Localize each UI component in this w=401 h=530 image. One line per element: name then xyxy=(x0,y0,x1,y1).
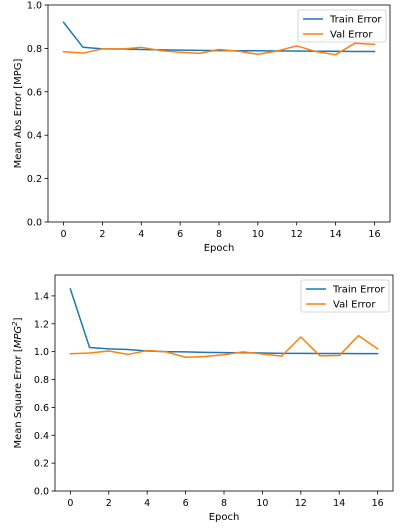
x-tick-label: 0 xyxy=(61,229,67,240)
x-axis-label: Epoch xyxy=(204,243,235,254)
y-tick-label: 0.6 xyxy=(27,87,42,98)
x-tick-label: 0 xyxy=(67,498,73,509)
chart-2: 0 2 4 6 8 10 12 14 16 0.0 0.2 0.4 0.6 0.8 1.0 1.2 1.4 Epo… xyxy=(11,274,394,523)
chart-1: 0 2 4 6 8 10 12 14 16 0.0 0.2 0.4 0.6 0.8 1.0 Epoch Mean… xyxy=(13,1,391,254)
series-line-train-error xyxy=(69,287,379,355)
series-line-val-error xyxy=(62,42,376,56)
x-tick-label: 2 xyxy=(106,498,112,509)
y-tick-label: 0.8 xyxy=(27,44,42,55)
y-tick-label: 0.6 xyxy=(34,403,49,414)
legend: Train Error Val Error xyxy=(297,9,387,43)
x-tick-label: 10 xyxy=(252,229,264,240)
x-axis-label: Epoch xyxy=(209,512,240,523)
y-tick-label: 0.2 xyxy=(34,459,49,470)
y-axis-label: Mean Square Error [MPG2] xyxy=(11,317,24,448)
x-tick-label: 6 xyxy=(177,229,183,240)
x-tick-label: 2 xyxy=(99,229,105,240)
x-tick-label: 4 xyxy=(144,498,150,509)
x-tick-label: 12 xyxy=(295,498,307,509)
x-tick-label: 10 xyxy=(256,498,268,509)
y-tick-label: 0.8 xyxy=(34,375,49,386)
y-tick-label: 0.0 xyxy=(27,218,42,229)
legend-label: Train Error xyxy=(332,285,385,296)
x-tick-label: 14 xyxy=(330,229,342,240)
x-tick-label: 16 xyxy=(372,498,384,509)
legend-label: Val Error xyxy=(330,30,373,41)
y-tick-label: 1.0 xyxy=(27,1,42,12)
y-axis-label: Mean Abs Error [MPG] xyxy=(13,59,24,169)
y-tick-label: 0.4 xyxy=(34,431,49,442)
legend-label: Val Error xyxy=(333,300,376,311)
y-tick-label: 0.0 xyxy=(34,487,49,498)
y-tick-label: 1.0 xyxy=(34,347,49,358)
y-tick-label: 0.4 xyxy=(27,131,42,142)
x-tick-label: 12 xyxy=(291,229,303,240)
legend-label: Train Error xyxy=(329,15,382,26)
y-tick-label: 1.2 xyxy=(34,319,49,330)
y-tick-label: 0.2 xyxy=(27,174,42,185)
x-tick-label: 16 xyxy=(368,229,380,240)
x-tick-label: 6 xyxy=(183,498,189,509)
legend: Train Error Val Error xyxy=(300,279,390,313)
y-tick-label: 1.4 xyxy=(34,291,49,302)
x-tick-label: 8 xyxy=(216,229,222,240)
x-tick-label: 14 xyxy=(333,498,345,509)
series-line-val-error xyxy=(69,334,379,358)
x-tick-label: 4 xyxy=(138,229,144,240)
x-tick-label: 8 xyxy=(221,498,227,509)
